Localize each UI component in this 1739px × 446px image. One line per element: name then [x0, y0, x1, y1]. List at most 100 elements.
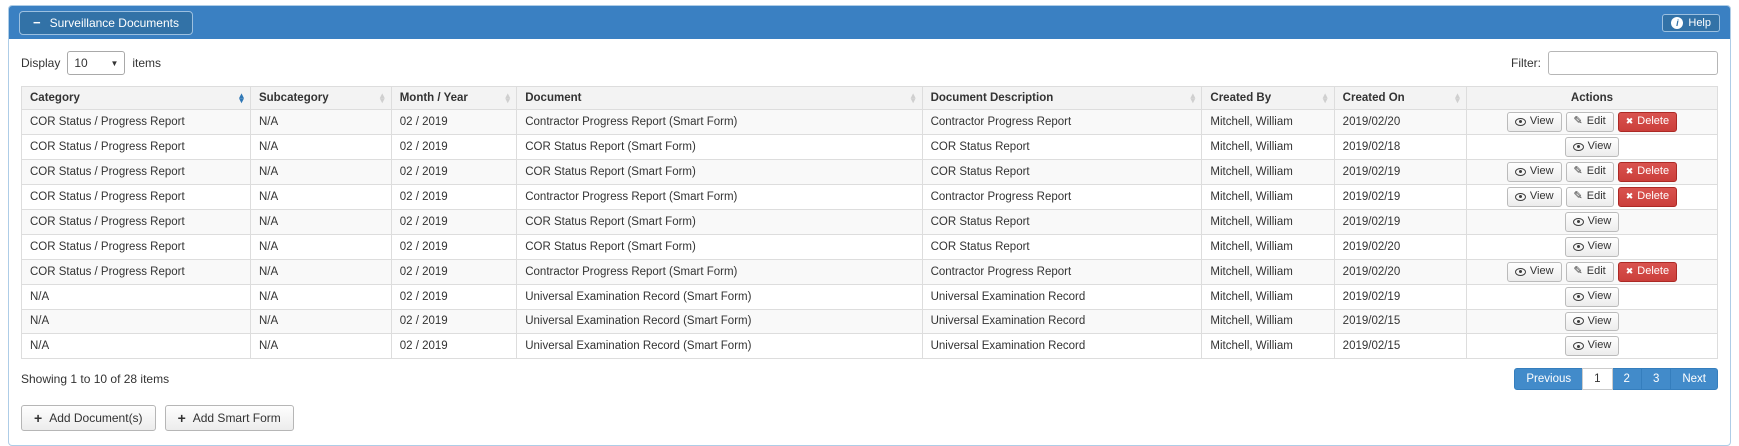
cell-description: Contractor Progress Report [921, 183, 1203, 210]
collapse-panel-button[interactable]: − Surveillance Documents [19, 10, 193, 35]
panel-title: Surveillance Documents [49, 15, 179, 30]
table-row: COR Status / Progress Report N/A 02 / 2019… [21, 133, 1719, 160]
cell-subcategory: N/A [249, 183, 392, 210]
cell-created-by: Mitchell, William [1201, 158, 1335, 185]
column-header-document[interactable]: Document [516, 86, 923, 110]
column-header-subcategory[interactable]: Subcategory [249, 86, 392, 110]
filter-input[interactable] [1548, 51, 1718, 75]
sort-icon [911, 94, 916, 103]
cell-created-by: Mitchell, William [1201, 283, 1335, 310]
previous-page-button[interactable]: Previous [1514, 368, 1584, 391]
cell-document: Contractor Progress Report (Smart Form) [516, 183, 923, 210]
view-button[interactable]: View [1506, 161, 1562, 182]
cell-document: Contractor Progress Report (Smart Form) [516, 109, 923, 135]
bottom-buttons: + Add Document(s) + Add Smart Form [21, 405, 1718, 432]
delete-button[interactable]: Delete [1617, 112, 1678, 132]
display-count-value: 10 [74, 56, 88, 70]
column-header-document-description[interactable]: Document Description [921, 86, 1203, 110]
cell-subcategory: N/A [249, 308, 392, 335]
panel-heading: − Surveillance Documents i Help [9, 6, 1730, 39]
cell-created-on: 2019/02/18 [1333, 133, 1467, 160]
edit-button[interactable]: Edit [1565, 161, 1614, 182]
edit-button[interactable]: Edit [1565, 186, 1614, 207]
cell-category: COR Status / Progress Report [21, 258, 251, 285]
display-count-select[interactable]: 10 ▼ [67, 51, 126, 75]
delete-button-label: Delete [1637, 189, 1670, 202]
cell-category: COR Status / Progress Report [21, 183, 251, 210]
cell-document: COR Status Report (Smart Form) [516, 233, 923, 260]
cell-category: COR Status / Progress Report [21, 133, 251, 160]
add-documents-button[interactable]: + Add Document(s) [21, 405, 156, 432]
column-header-created-on[interactable]: Created On [1333, 86, 1467, 110]
cell-created-on: 2019/02/20 [1333, 109, 1467, 135]
cell-created-by: Mitchell, William [1201, 183, 1335, 210]
view-button[interactable]: View [1564, 311, 1620, 332]
view-button[interactable]: View [1506, 112, 1562, 132]
view-button[interactable]: View [1564, 236, 1620, 257]
chevron-down-icon: ▼ [110, 58, 119, 68]
cell-description: Contractor Progress Report [921, 258, 1203, 285]
page-button-1[interactable]: 1 [1582, 368, 1613, 391]
cell-description: Universal Examination Record [921, 333, 1203, 360]
cell-category: COR Status / Progress Report [21, 158, 251, 185]
cell-category: COR Status / Progress Report [21, 208, 251, 235]
cell-created-by: Mitchell, William [1201, 308, 1335, 335]
view-button[interactable]: View [1564, 136, 1620, 157]
view-button[interactable]: View [1564, 336, 1620, 357]
edit-button[interactable]: Edit [1565, 261, 1614, 282]
column-header-created-by[interactable]: Created By [1201, 86, 1335, 110]
sort-icon [380, 94, 385, 103]
cell-actions: View Edit Delete [1465, 258, 1719, 285]
pagination: Previous 1 2 3 Next [1514, 368, 1718, 391]
column-header-actions: Actions [1465, 86, 1719, 110]
display-label: Display [21, 56, 61, 70]
cell-month-year: 02 / 2019 [390, 133, 518, 160]
edit-button[interactable]: Edit [1565, 112, 1614, 132]
panel-body: Display 10 ▼ items Filter: Category Subca… [9, 39, 1730, 445]
view-button-label: View [1587, 339, 1612, 352]
documents-table: Category Subcategory Month / Year Document D… [21, 86, 1719, 360]
minus-icon: − [33, 14, 41, 30]
cell-created-on: 2019/02/19 [1333, 158, 1467, 185]
view-button[interactable]: View [1564, 286, 1620, 307]
sort-icon [1190, 94, 1195, 103]
next-page-button[interactable]: Next [1670, 368, 1718, 391]
view-button-label: View [1587, 239, 1612, 252]
table-toolbar: Display 10 ▼ items Filter: [21, 51, 1718, 75]
edit-button-label: Edit [1586, 164, 1606, 177]
edit-button-label: Edit [1586, 189, 1606, 202]
cell-month-year: 02 / 2019 [390, 283, 518, 310]
view-button-label: View [1529, 164, 1554, 177]
column-header-month-year[interactable]: Month / Year [390, 86, 518, 110]
cell-category: N/A [21, 283, 251, 310]
view-button[interactable]: View [1506, 186, 1562, 207]
help-button-label: Help [1688, 16, 1711, 29]
items-label: items [132, 56, 162, 70]
page-button-3[interactable]: 3 [1640, 368, 1672, 391]
view-button[interactable]: View [1564, 211, 1620, 232]
cell-document: Universal Examination Record (Smart Form… [516, 308, 923, 335]
page-button-2[interactable]: 2 [1611, 368, 1642, 391]
cell-created-on: 2019/02/20 [1333, 258, 1467, 285]
table-row: N/A N/A 02 / 2019 Universal Examination Rec… [21, 333, 1719, 360]
cell-subcategory: N/A [249, 233, 392, 260]
cell-subcategory: N/A [249, 158, 392, 185]
view-button[interactable]: View [1506, 261, 1562, 282]
delete-button[interactable]: Delete [1617, 186, 1678, 207]
cell-category: N/A [21, 308, 251, 335]
cell-description: COR Status Report [921, 158, 1203, 185]
display-length-control: Display 10 ▼ items [21, 51, 161, 75]
delete-button[interactable]: Delete [1617, 261, 1678, 282]
plus-icon: + [34, 409, 43, 426]
table-row: N/A N/A 02 / 2019 Universal Examination Rec… [21, 283, 1719, 310]
help-button[interactable]: i Help [1662, 13, 1720, 32]
delete-button[interactable]: Delete [1617, 161, 1678, 182]
add-smart-form-button[interactable]: + Add Smart Form [164, 405, 294, 432]
sort-icon [505, 94, 510, 103]
surveillance-documents-panel: − Surveillance Documents i Help Display … [8, 5, 1731, 446]
cell-month-year: 02 / 2019 [390, 233, 518, 260]
column-header-category[interactable]: Category [21, 86, 251, 110]
cell-description: Contractor Progress Report [921, 109, 1203, 135]
view-button-label: View [1587, 314, 1612, 327]
sort-icon [239, 94, 244, 103]
